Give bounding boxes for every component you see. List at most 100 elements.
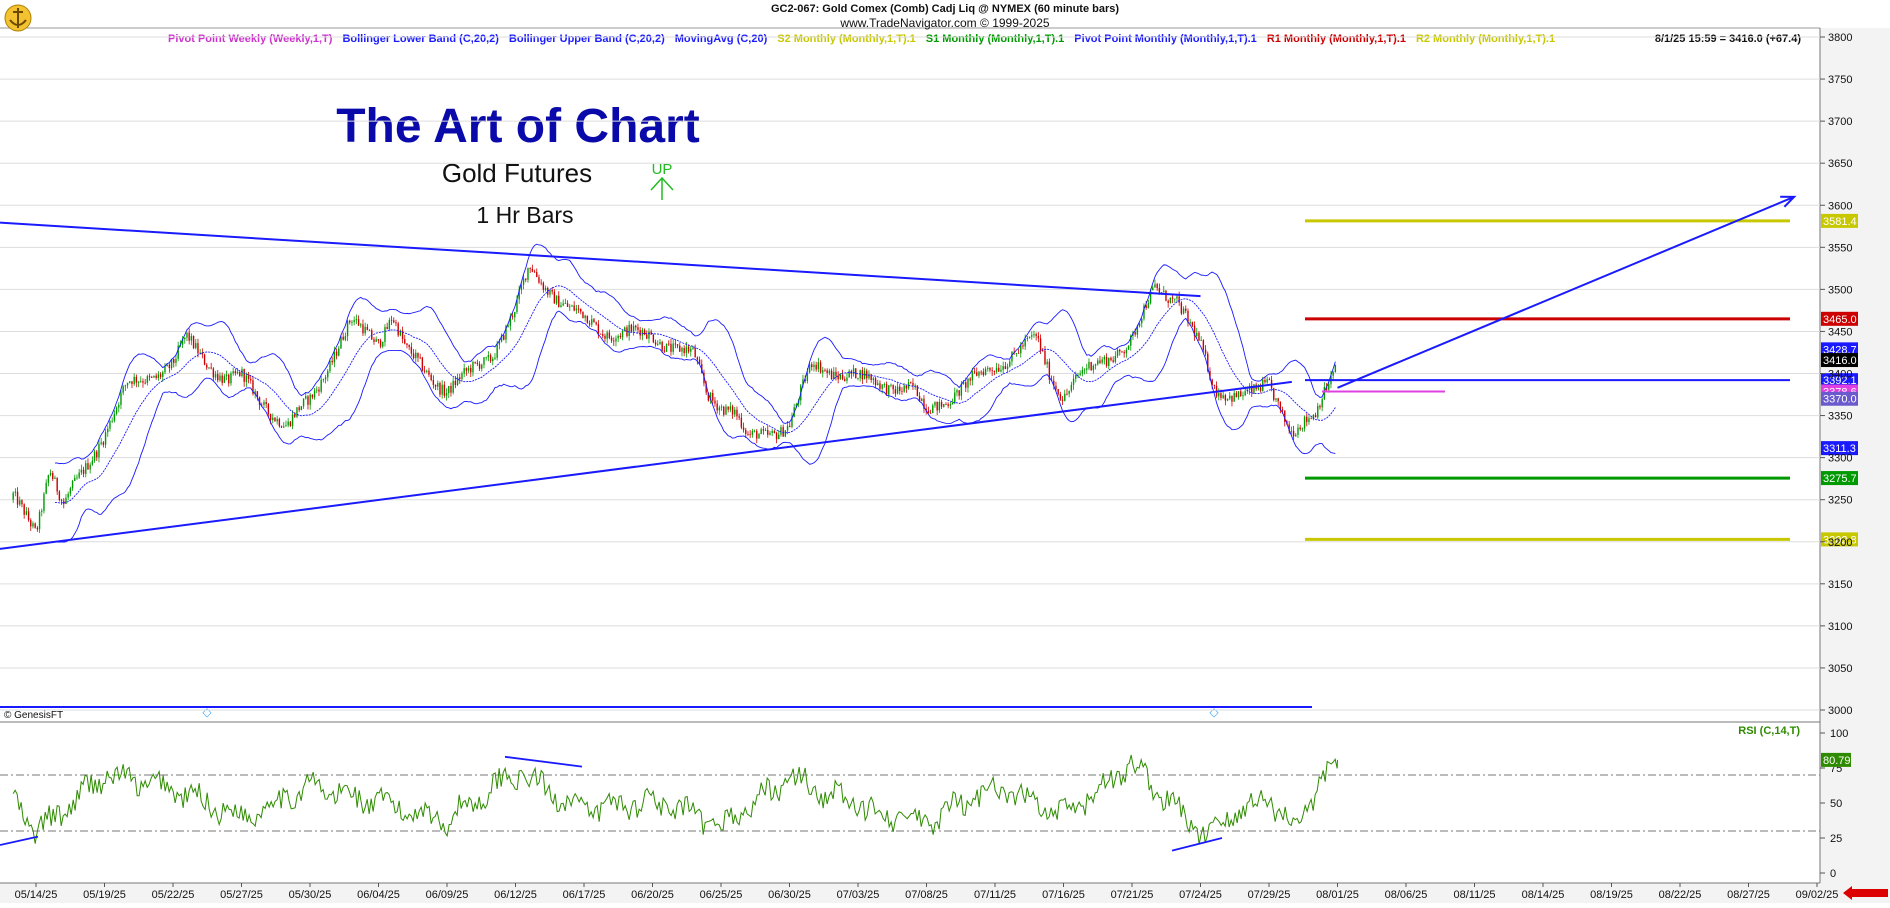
- candle-body: [727, 406, 729, 410]
- candle-body: [1037, 335, 1040, 339]
- candle-body: [1202, 340, 1205, 350]
- candle-body: [940, 401, 943, 407]
- candle-body: [1103, 357, 1106, 360]
- date-tick-label: 06/04/25: [357, 889, 400, 901]
- date-tick-label: 05/27/25: [220, 889, 263, 901]
- candle-body: [322, 379, 325, 381]
- price-tick-label: 3550: [1828, 242, 1852, 254]
- candle-body: [617, 335, 619, 339]
- candle-body: [476, 362, 479, 364]
- candle-body: [670, 343, 672, 352]
- candle-body: [199, 352, 201, 354]
- candle-body: [137, 381, 140, 383]
- candle-body: [641, 329, 644, 336]
- candle-body: [1072, 378, 1075, 385]
- candle-body: [1242, 395, 1244, 397]
- candle-body: [175, 358, 177, 363]
- candle-body: [676, 344, 679, 346]
- candle-body: [170, 359, 173, 369]
- candle-body: [962, 382, 965, 384]
- candle-body: [98, 443, 100, 458]
- candle-body: [938, 401, 941, 411]
- candle-body: [978, 371, 980, 376]
- date-tick-label: 06/17/25: [563, 889, 606, 901]
- candle-body: [507, 325, 509, 327]
- gold-futures-label: Gold Futures: [442, 158, 592, 188]
- legend-item: Bollinger Upper Band (C,20,2): [509, 33, 665, 45]
- candle-body: [276, 418, 278, 422]
- candle-body: [419, 357, 421, 359]
- price-tick-label: 3800: [1828, 32, 1852, 44]
- candle-body: [976, 372, 978, 376]
- candle-body: [406, 343, 408, 346]
- candle-body: [254, 391, 256, 394]
- rsi-title: RSI (C,14,T): [1738, 725, 1800, 737]
- candle-body: [34, 523, 36, 528]
- candle-body: [155, 375, 157, 378]
- candle-body: [1165, 290, 1167, 301]
- scroll-right-button[interactable]: [1840, 886, 1888, 901]
- candle-body: [373, 339, 375, 342]
- candle-body: [586, 315, 589, 324]
- candle-body: [1279, 401, 1282, 410]
- candle-body: [826, 370, 828, 374]
- candle-body: [448, 385, 450, 394]
- candle-body: [452, 380, 454, 393]
- candle-body: [210, 367, 212, 369]
- candle-body: [694, 347, 696, 358]
- candle-body: [808, 364, 811, 373]
- candle-body: [1114, 356, 1117, 362]
- candle-body: [674, 343, 677, 345]
- candle-body: [848, 370, 850, 378]
- candle-body: [41, 510, 43, 512]
- date-tick-label: 07/24/25: [1179, 889, 1222, 901]
- candle-body: [258, 397, 261, 405]
- candle-body: [1136, 326, 1139, 335]
- level-value-tag: [1821, 373, 1858, 388]
- candle-body: [265, 401, 267, 405]
- candle-body: [762, 429, 765, 431]
- candle-body: [529, 267, 531, 269]
- candle-body: [1057, 389, 1059, 395]
- candle-body: [995, 367, 998, 372]
- candle-body: [329, 360, 331, 372]
- candle-body: [531, 268, 534, 272]
- candle-body: [390, 319, 393, 321]
- candle-body: [494, 357, 496, 359]
- candle-body: [811, 364, 813, 368]
- candle-body: [1000, 369, 1002, 372]
- candle-body: [159, 374, 162, 377]
- candle-body: [1002, 366, 1004, 370]
- candle-body: [544, 288, 547, 290]
- candle-body: [1121, 351, 1123, 353]
- candle-body: [368, 330, 371, 331]
- candle-body: [540, 282, 542, 284]
- candle-body: [1297, 427, 1299, 435]
- candle-body: [881, 384, 883, 389]
- candle-body: [333, 351, 336, 363]
- candle-body: [1211, 379, 1213, 386]
- candle-body: [784, 430, 787, 437]
- candle-body: [1207, 353, 1209, 372]
- candle-body: [1308, 418, 1310, 423]
- bollinger-lower-band: [54, 310, 1336, 543]
- candle-body: [608, 332, 611, 338]
- candle-body: [558, 295, 560, 308]
- candle-body: [214, 374, 217, 378]
- candle-body: [566, 303, 569, 307]
- candle-body: [520, 284, 523, 290]
- candle-body: [78, 472, 80, 478]
- candle-body: [27, 511, 30, 521]
- candle-body: [916, 385, 919, 397]
- candle-body: [465, 368, 468, 371]
- candle-body: [1171, 297, 1174, 299]
- date-tick-label: 08/27/25: [1727, 889, 1770, 901]
- candle-body: [679, 345, 681, 352]
- candle-body: [980, 371, 982, 373]
- candle-body: [661, 342, 663, 351]
- candle-body: [25, 511, 28, 515]
- candle-body: [595, 322, 597, 325]
- candle-body: [1061, 399, 1064, 401]
- candle-body: [749, 434, 751, 436]
- candle-body: [960, 383, 963, 396]
